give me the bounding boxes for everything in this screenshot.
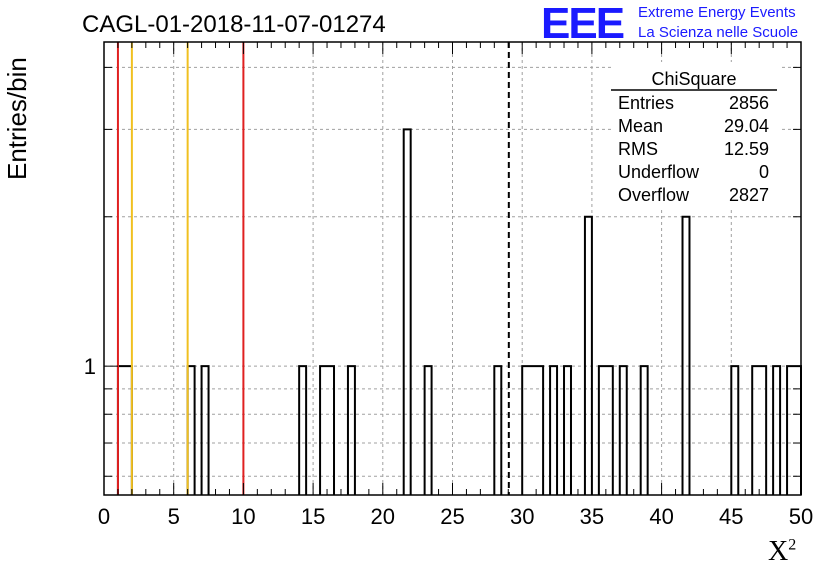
axis-ticks: 0 5 10 15 20 25 30 35 40 45 50 1 bbox=[84, 42, 813, 529]
stats-value: 12.59 bbox=[724, 139, 769, 159]
stats-label: Entries bbox=[618, 93, 674, 113]
x-tick-label: 0 bbox=[98, 504, 110, 529]
x-tick-label: 15 bbox=[301, 504, 325, 529]
reference-lines bbox=[116, 42, 510, 495]
stats-value: 2856 bbox=[729, 93, 769, 113]
x-axis-label-exponent: 2 bbox=[788, 536, 797, 554]
stats-box: ChiSquare Entries 2856 Mean 29.04 RMS 12.59 Und… bbox=[611, 62, 779, 208]
histogram-outline bbox=[116, 128, 802, 495]
x-tick-label: 25 bbox=[440, 504, 464, 529]
grid-lines bbox=[104, 42, 801, 495]
x-axis-label-base: X bbox=[768, 536, 789, 567]
x-tick-label: 50 bbox=[789, 504, 813, 529]
x-tick-label: 30 bbox=[510, 504, 534, 529]
stats-label: Underflow bbox=[618, 162, 700, 182]
chart-title: CAGL-01-2018-11-07-01274 bbox=[82, 11, 386, 38]
stats-value: 2827 bbox=[729, 185, 769, 205]
eee-logo: EEE bbox=[541, 0, 625, 48]
stats-label: RMS bbox=[618, 139, 658, 159]
x-tick-label: 10 bbox=[231, 504, 255, 529]
stats-value: 0 bbox=[759, 162, 769, 182]
logo-tagline-1: Extreme Energy Events bbox=[638, 4, 796, 21]
stats-value: 29.04 bbox=[724, 116, 769, 136]
histogram-bars bbox=[116, 128, 802, 495]
x-axis-label: X2 bbox=[768, 536, 796, 568]
x-tick-label: 20 bbox=[371, 504, 395, 529]
stats-box-background bbox=[611, 62, 779, 208]
x-tick-label: 40 bbox=[649, 504, 673, 529]
x-tick-label: 35 bbox=[580, 504, 604, 529]
stats-box-title: ChiSquare bbox=[651, 69, 736, 89]
stats-label: Mean bbox=[618, 116, 663, 136]
x-tick-label: 5 bbox=[168, 504, 180, 529]
y-tick-label: 1 bbox=[84, 354, 96, 379]
stats-label: Overflow bbox=[618, 185, 690, 205]
x-tick-label: 45 bbox=[719, 504, 743, 529]
logo-tagline-2: La Scienza nelle Scuole bbox=[638, 24, 799, 41]
